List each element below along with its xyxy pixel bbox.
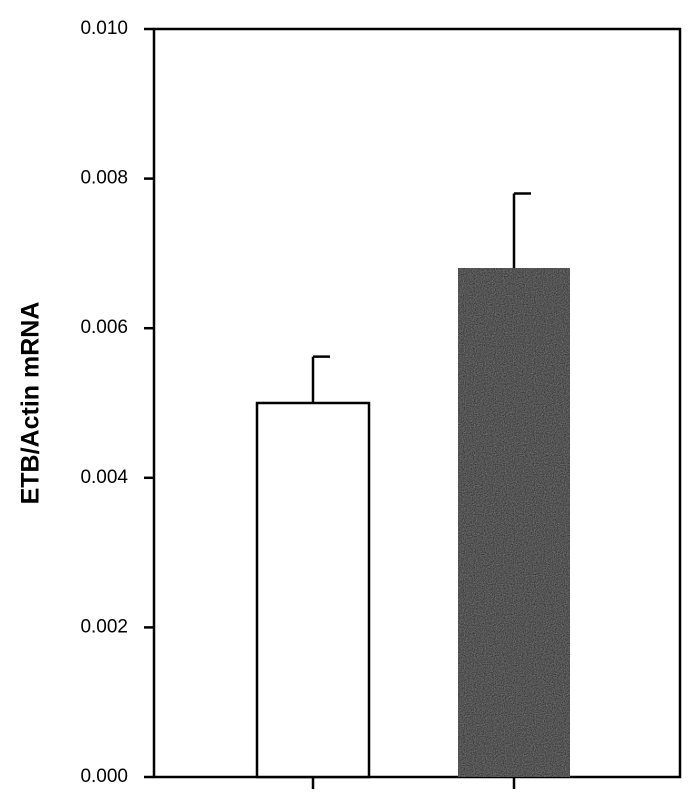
bar-2: [456, 267, 572, 779]
y-tick-label: 0.000: [80, 766, 128, 787]
y-tick-label: 0.010: [80, 18, 128, 39]
y-tick-label: 0.002: [80, 616, 128, 637]
y-axis-title: ETB/Actin mRNA: [17, 302, 45, 505]
bars: [255, 192, 572, 779]
y-tick-label: 0.004: [80, 467, 128, 488]
y-tick-label: 0.008: [80, 168, 128, 189]
bar-1: [255, 401, 371, 779]
plot-frame: [152, 27, 682, 779]
x-axis-ticks: [311, 777, 516, 789]
y-axis-ticks: 0.000 0.002 0.004 0.006 0.008 0.010: [80, 18, 154, 787]
y-tick-label: 0.006: [80, 317, 128, 338]
